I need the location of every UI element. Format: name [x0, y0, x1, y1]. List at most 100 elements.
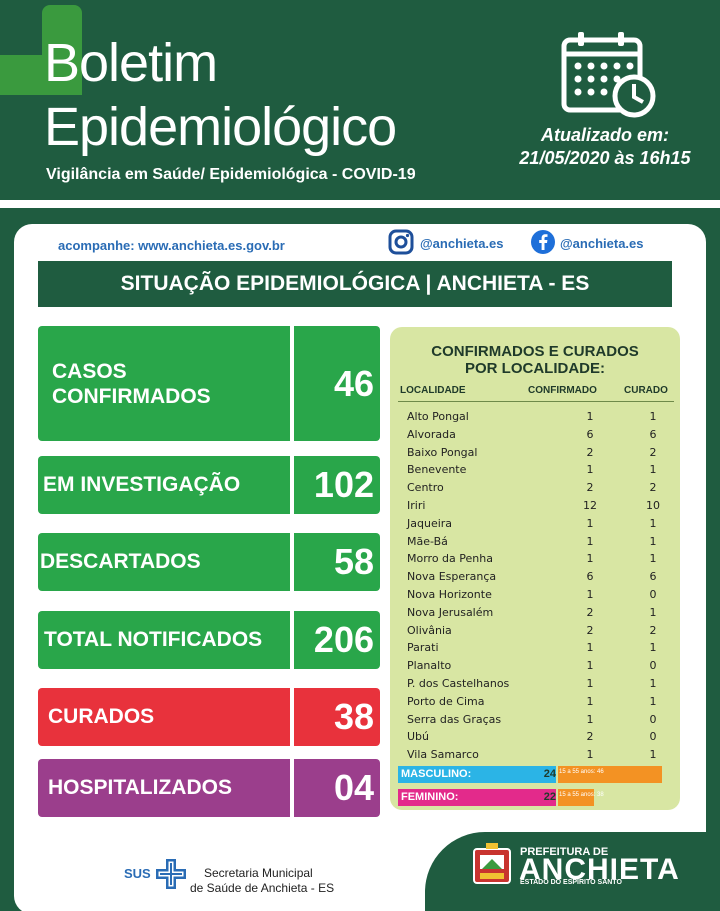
cured-cell: 0: [649, 659, 657, 673]
locality-cell: Nova Horizonte: [407, 588, 492, 601]
female-age-bar: [558, 789, 594, 806]
secretaria-line2: de Saúde de Anchieta - ES: [190, 881, 335, 895]
table-row: Centro 2 2: [398, 479, 674, 497]
cured-cell: 10: [646, 499, 660, 512]
table-row: Alvorada 6 6: [398, 426, 674, 444]
female-label: FEMININO:: [398, 789, 556, 806]
locality-cell: Baixo Pongal: [407, 445, 478, 459]
prefeitura-line2: ANCHIETA: [519, 853, 680, 886]
table-row: Ubú 2 0: [398, 728, 674, 746]
locality-cell: Jaqueira: [407, 516, 453, 530]
confirmed-cell: 1: [586, 516, 594, 530]
confirmed-cell: 1: [586, 677, 594, 690]
locality-cell: Morro da Penha: [407, 552, 493, 566]
instagram-handle[interactable]: @anchieta.es: [420, 236, 504, 251]
cured-cell: 1: [649, 677, 657, 690]
male-value: 24: [543, 768, 556, 780]
stat-discarded-label: DESCARTADOS: [38, 533, 290, 591]
cured-cell: 1: [649, 641, 657, 655]
stat-confirmed-label-line2: CONFIRMADOS: [52, 384, 211, 408]
locality-panel-title: CONFIRMADOS E CURADOS POR LOCALIDADE:: [390, 343, 680, 377]
locality-cell: Nova Jerusalém: [407, 605, 494, 619]
locality-cell: Porto de Cima: [407, 694, 485, 708]
facebook-handle[interactable]: @anchieta.es: [560, 236, 644, 251]
table-row: Serra das Graças 1 0: [398, 711, 674, 729]
table-row: Alto Pongal 1 1: [398, 408, 674, 426]
cured-cell: 1: [649, 694, 657, 708]
confirmed-cell: 1: [586, 659, 594, 673]
cured-cell: 1: [649, 534, 657, 548]
cured-cell: 1: [649, 410, 657, 423]
stat-investigation-value: 102: [294, 456, 380, 514]
stat-hospitalized-label: HOSPITALIZADOS: [38, 759, 290, 817]
female-value: 22: [543, 791, 556, 803]
table-row: Baixo Pongal 2 2: [398, 444, 674, 462]
instagram-icon[interactable]: [388, 229, 414, 255]
table-row: Nova Horizonte 1 0: [398, 586, 674, 604]
locality-cell: Mãe-Bá: [407, 534, 448, 548]
cured-cell: 0: [649, 588, 657, 601]
confirmed-cell: 6: [586, 570, 594, 584]
table-row: Jaqueira 1 1: [398, 515, 674, 533]
header-divider-line: [398, 401, 674, 402]
locality-panel: [390, 327, 680, 810]
cured-cell: 2: [649, 623, 657, 637]
locality-cell: Nova Esperança: [407, 570, 497, 584]
confirmed-cell: 1: [586, 588, 594, 601]
cured-cell: 6: [649, 427, 657, 441]
cured-cell: 1: [649, 463, 657, 477]
website-link[interactable]: acompanhe: www.anchieta.es.gov.br: [58, 238, 285, 253]
situation-title: SITUAÇÃO EPIDEMIOLÓGICA | ANCHIETA - ES: [38, 261, 672, 307]
confirmed-cell: 1: [586, 463, 594, 477]
header-confirmed: CONFIRMADO: [528, 385, 597, 396]
locality-cell: Ubú: [407, 730, 430, 744]
locality-cell: Alvorada: [407, 427, 456, 441]
table-row: Porto de Cima 1 1: [398, 693, 674, 711]
table-row: Vila Samarco 1 1: [398, 746, 674, 764]
stat-hospitalized-value: 04: [294, 759, 380, 817]
cured-cell: 2: [649, 481, 657, 495]
calendar-clock-icon: [561, 32, 656, 118]
male-age-text: 15 a 55 anos: 46: [559, 769, 604, 775]
locality-cell: Iriri: [407, 499, 426, 512]
cured-cell: 0: [649, 730, 657, 744]
locality-cell: Planalto: [407, 659, 452, 673]
page-subtitle: Vigilância em Saúde/ Epidemiológica - CO…: [46, 166, 416, 183]
stat-confirmed-label: CASOS CONFIRMADOS: [38, 326, 290, 441]
confirmed-cell: 2: [586, 730, 594, 744]
stat-cured-label: CURADOS: [38, 688, 290, 746]
locality-title-line1: CONFIRMADOS E CURADOS: [431, 343, 639, 360]
confirmed-cell: 1: [586, 641, 594, 655]
stat-notified-label: TOTAL NOTIFICADOS: [38, 611, 290, 669]
confirmed-cell: 2: [586, 605, 594, 619]
prefeitura-line1: PREFEITURA DE: [520, 846, 609, 858]
stat-notified-value: 206: [294, 611, 380, 669]
stat-discarded-value: 58: [294, 533, 380, 591]
stat-confirmed-value: 46: [294, 326, 380, 441]
cured-cell: 1: [649, 552, 657, 566]
confirmed-cell: 2: [586, 445, 594, 459]
table-row: Iriri 12 10: [398, 497, 674, 515]
header-cured: CURADO: [624, 385, 668, 396]
updated-label: Atualizado em:: [540, 125, 669, 145]
male-label: MASCULINO:: [398, 766, 556, 783]
locality-cell: Parati: [407, 641, 439, 655]
stat-confirmed: CASOS CONFIRMADOS 46: [38, 326, 380, 441]
sus-logo-text: SUS: [124, 866, 151, 881]
table-row: Mãe-Bá 1 1: [398, 533, 674, 551]
cured-cell: 1: [649, 748, 657, 762]
confirmed-cell: 1: [586, 410, 594, 423]
stat-notified: TOTAL NOTIFICADOS 206: [38, 611, 380, 669]
prefeitura-line3: ESTADO DO ESPÍRITO SANTO: [520, 879, 622, 886]
confirmed-cell: 1: [586, 748, 594, 762]
locality-cell: P. dos Castelhanos: [407, 677, 510, 690]
cured-cell: 1: [649, 605, 657, 619]
confirmed-cell: 1: [586, 694, 594, 708]
stat-cured-value: 38: [294, 688, 380, 746]
facebook-icon[interactable]: [530, 229, 556, 255]
locality-cell: Olivânia: [407, 623, 452, 637]
table-row: Benevente 1 1: [398, 461, 674, 479]
male-age-bar: [558, 766, 662, 783]
confirmed-cell: 1: [586, 712, 594, 726]
table-row: Nova Esperança 6 6: [398, 568, 674, 586]
